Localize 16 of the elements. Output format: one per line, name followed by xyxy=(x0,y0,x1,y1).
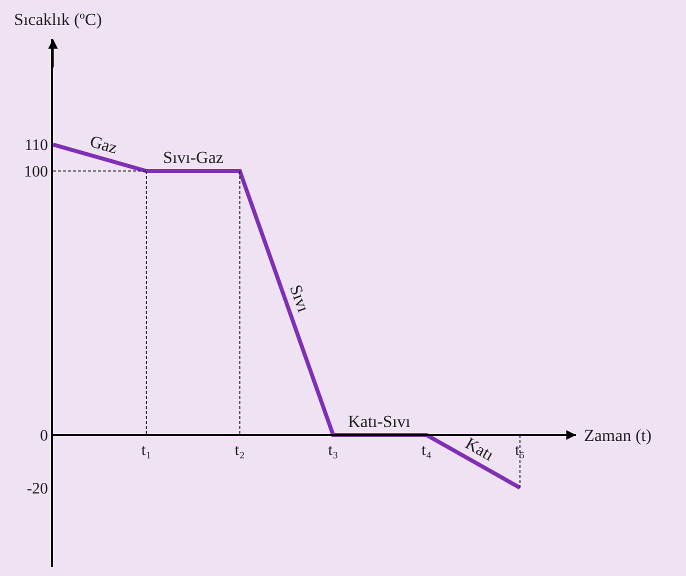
y-tick-label: 100 xyxy=(24,164,48,181)
x-tick-label: t₂ xyxy=(234,442,245,459)
y-axis-title: Sıcaklık (ºC) xyxy=(14,10,102,29)
x-tick-label: t₁ xyxy=(141,442,152,459)
x-tick-label: t₃ xyxy=(328,442,338,459)
x-tick-label: t₄ xyxy=(422,442,432,459)
y-tick-label: 110 xyxy=(24,137,48,154)
annotation: Sıvı xyxy=(286,282,314,315)
annotation: Katı xyxy=(462,434,498,465)
x-tick-label: t₅ xyxy=(514,442,525,459)
y-tick-label: 0 xyxy=(40,428,48,445)
x-axis-title: Zaman (t) xyxy=(584,426,652,445)
annotation: Sıvı-Gaz xyxy=(163,148,224,167)
annotation: Gaz xyxy=(88,132,120,158)
y-tick-label: -20 xyxy=(26,480,48,498)
annotation: Katı-Sıvı xyxy=(348,412,411,431)
